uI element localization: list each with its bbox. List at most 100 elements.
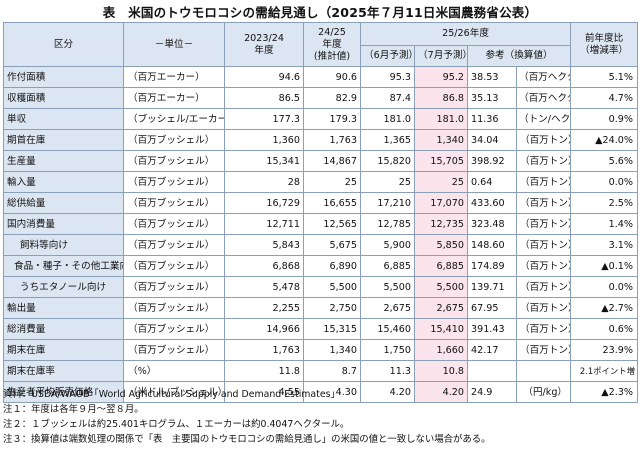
- value-2023-24: 15,341: [224, 150, 304, 172]
- value-2024-25: 14,867: [303, 150, 361, 172]
- value-2023-24: 16,729: [224, 192, 304, 214]
- yoy-change: ▲0.1%: [570, 255, 639, 277]
- yoy-change: 3.1%: [570, 234, 639, 256]
- table-row: うちエタノール向け （百万ブッシェル） 5,478 5,500 5,500 5,500 13…: [3, 276, 639, 298]
- yoy-change: 4.7%: [570, 87, 639, 109]
- value-june-forecast: 87.4: [360, 87, 415, 109]
- reference-unit: （百万トン）: [515, 318, 572, 340]
- page-title: 表 米国のトウモロコシの需給見通し（2025年７月11日米国農務省公表）: [102, 5, 538, 20]
- reference-unit: （円/kg）: [515, 381, 572, 403]
- yoy-change: 0.0%: [570, 171, 639, 193]
- reference-unit: （百万ヘクタール）: [515, 87, 572, 109]
- value-june-forecast: 11.3: [360, 360, 415, 382]
- row-unit: （百万ブッシェル）: [123, 318, 225, 340]
- reference-value: 11.36: [467, 108, 517, 130]
- value-june-forecast: 4.20: [360, 381, 415, 403]
- yoy-change: 2.1ポイント増: [570, 360, 639, 382]
- header-unit: －単位－: [123, 22, 225, 67]
- row-unit: （百万ブッシェル）: [123, 234, 225, 256]
- row-label: 生産量: [3, 150, 124, 172]
- row-label: 期首在庫: [3, 129, 124, 151]
- yoy-change: 5.1%: [570, 66, 639, 88]
- header-category: 区分: [3, 22, 124, 67]
- value-july-forecast: 25: [414, 171, 468, 193]
- reference-unit: （百万トン）: [515, 276, 572, 298]
- header-yoy-sub: （増減率）: [580, 44, 629, 56]
- value-june-forecast: 25: [360, 171, 415, 193]
- row-label: 国内消費量: [3, 213, 124, 235]
- yoy-change: ▲24.0%: [570, 129, 639, 151]
- reference-unit: （百万トン）: [515, 150, 572, 172]
- header-2023-24-suffix: 年度: [254, 44, 274, 56]
- value-june-forecast: 17,210: [360, 192, 415, 214]
- reference-unit: [515, 360, 572, 382]
- reference-value: 0.64: [467, 171, 517, 193]
- table-body: 作付面積（百万エーカー）94.690.695.395.238.53（百万ヘクター…: [3, 66, 639, 403]
- reference-value: 34.04: [467, 129, 517, 151]
- yoy-change: 2.5%: [570, 192, 639, 214]
- reference-value: [467, 360, 517, 382]
- row-unit: （ブッシェル/エーカー）: [123, 108, 225, 130]
- reference-value: 398.92: [467, 150, 517, 172]
- table-row: 単収（ブッシェル/エーカー）177.3179.3181.0181.011.36（…: [3, 108, 639, 130]
- row-unit: （百万ブッシェル）: [123, 297, 225, 319]
- row-unit: （百万ブッシェル）: [123, 276, 225, 298]
- value-2023-24: 5,478: [224, 276, 304, 298]
- yoy-change: 1.4%: [570, 213, 639, 235]
- value-2023-24: 14,966: [224, 318, 304, 340]
- header-yoy: 前年度比 （増減率）: [570, 22, 639, 67]
- supply-demand-table: 区分 －単位－ 2023/24 年度 24/25 年度 (推計値) 25/26年…: [3, 22, 639, 403]
- reference-unit: （百万トン）: [515, 234, 572, 256]
- note-2: 注２：１ブッシェルは約25.401キログラム、１エーカーは約0.4047ヘクター…: [3, 419, 350, 430]
- row-label: 総消費量: [3, 318, 124, 340]
- reference-unit: （百万トン）: [515, 255, 572, 277]
- yoy-change: 0.0%: [570, 276, 639, 298]
- header-forecast-june: （6月予測）: [360, 45, 415, 67]
- row-label: 輸入量: [3, 171, 124, 193]
- value-2024-25: 12,565: [303, 213, 361, 235]
- value-2024-25: 5,675: [303, 234, 361, 256]
- value-2023-24: 94.6: [224, 66, 304, 88]
- value-june-forecast: 95.3: [360, 66, 415, 88]
- value-july-forecast: 2,675: [414, 297, 468, 319]
- value-june-forecast: 12,785: [360, 213, 415, 235]
- row-unit: （百万ブッシェル）: [123, 255, 225, 277]
- row-unit: （百万ブッシェル）: [123, 192, 225, 214]
- value-2024-25: 4.30: [303, 381, 361, 403]
- row-unit: （百万エーカー）: [123, 87, 225, 109]
- row-unit: （百万ブッシェル）: [123, 213, 225, 235]
- table-row: 生産量 （百万ブッシェル） 15,341 14,867 15,820 15,705 398.…: [3, 150, 639, 172]
- value-2023-24: 11.8: [224, 360, 304, 382]
- header-2024-25-year: 24/25: [318, 26, 346, 38]
- table-row: 国内消費量 （百万ブッシェル） 12,711 12,565 12,785 12,735 32…: [3, 213, 639, 235]
- value-june-forecast: 15,820: [360, 150, 415, 172]
- row-label: 期末在庫: [3, 339, 124, 361]
- value-july-forecast: 1,660: [414, 339, 468, 361]
- reference-value: 323.48: [467, 213, 517, 235]
- yoy-change: 5.6%: [570, 150, 639, 172]
- value-july-forecast: 5,850: [414, 234, 468, 256]
- row-label: 期末在庫率: [3, 360, 124, 382]
- value-june-forecast: 181.0: [360, 108, 415, 130]
- value-2024-25: 5,500: [303, 276, 361, 298]
- value-june-forecast: 5,900: [360, 234, 415, 256]
- value-2024-25: 25: [303, 171, 361, 193]
- value-july-forecast: 6,885: [414, 255, 468, 277]
- row-unit: （百万ブッシェル）: [123, 171, 225, 193]
- value-2023-24: 1,360: [224, 129, 304, 151]
- table-row: 期首在庫 （百万ブッシェル） 1,360 1,763 1,365 1,340 34.04 （百…: [3, 129, 639, 151]
- reference-value: 24.9: [467, 381, 517, 403]
- reference-unit: （百万トン）: [515, 339, 572, 361]
- note-1: 注１：年度は各年９月～翌８月。: [3, 404, 144, 415]
- value-july-forecast: 1,340: [414, 129, 468, 151]
- header-2023-24: 2023/24 年度: [224, 22, 304, 67]
- value-june-forecast: 1,750: [360, 339, 415, 361]
- header-yoy-label: 前年度比: [584, 32, 624, 44]
- table-row: 期末在庫率 （%） 11.8 8.7 11.3 10.8 2.1ポイント増: [3, 360, 639, 382]
- table-row: 期末在庫 （百万ブッシェル） 1,763 1,340 1,750 1,660 42.17 （百…: [3, 339, 639, 361]
- table-row: 総供給量 （百万ブッシェル） 16,729 16,655 17,210 17,070 433…: [3, 192, 639, 214]
- row-label: うちエタノール向け: [3, 276, 124, 298]
- reference-value: 148.60: [467, 234, 517, 256]
- row-unit: （百万ブッシェル）: [123, 339, 225, 361]
- yoy-change: ▲2.3%: [570, 381, 639, 403]
